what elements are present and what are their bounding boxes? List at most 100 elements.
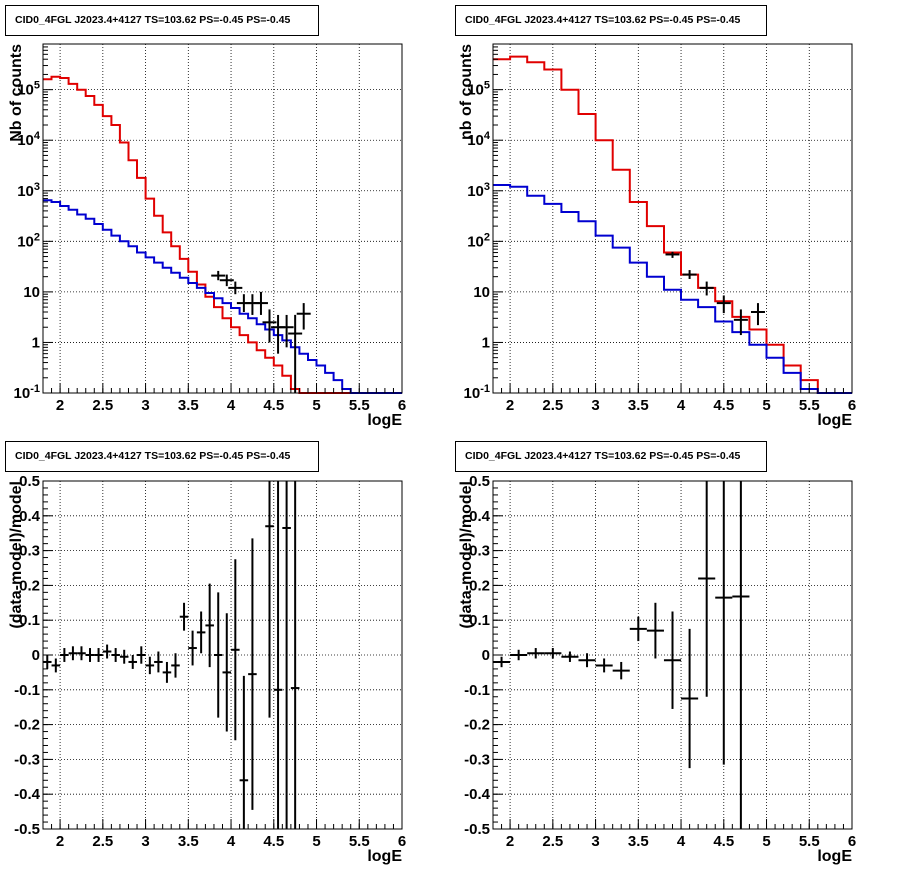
x-tick-label: 2 bbox=[506, 833, 514, 850]
y-axis-label: nb of counts bbox=[458, 44, 475, 140]
residual-point bbox=[128, 655, 138, 669]
y-tick-label: 103 bbox=[467, 181, 490, 200]
residual-point bbox=[51, 658, 61, 673]
x-axis-label: logE bbox=[367, 848, 402, 865]
y-tick-label: 102 bbox=[17, 231, 40, 250]
y-tick-label: -0.1 bbox=[464, 682, 490, 699]
data-point bbox=[665, 251, 680, 258]
data-point bbox=[211, 270, 226, 281]
x-tick-label: 4.5 bbox=[713, 833, 734, 850]
x-tick-label: 4 bbox=[677, 833, 686, 850]
x-tick-label: 5.5 bbox=[799, 833, 820, 850]
residual-point bbox=[119, 649, 129, 664]
y-tick-label: -0.5 bbox=[464, 821, 490, 838]
x-tick-label: 5.5 bbox=[799, 397, 820, 414]
residual-point bbox=[663, 611, 682, 709]
x-tick-label: 2.5 bbox=[542, 833, 563, 850]
y-tick-label: 0.4 bbox=[469, 508, 491, 525]
x-axis-label: logE bbox=[367, 412, 402, 429]
panel-title-box bbox=[455, 5, 767, 36]
data-point bbox=[279, 314, 294, 348]
y-tick-label: 104 bbox=[17, 130, 41, 149]
data-point bbox=[245, 294, 260, 315]
panel-title: CID0_4FGL J2023.4+4127 TS=103.62 PS=-0.4… bbox=[15, 450, 290, 462]
residual-point bbox=[222, 613, 232, 732]
residual-point bbox=[154, 651, 163, 673]
residual-point bbox=[273, 481, 283, 829]
residual-point bbox=[111, 648, 120, 662]
y-tick-label: 10 bbox=[23, 284, 40, 301]
residual-point bbox=[68, 646, 78, 661]
residual-point bbox=[102, 644, 112, 659]
residual-point bbox=[60, 648, 69, 662]
residual-point bbox=[595, 658, 613, 673]
y-tick-label: 0.2 bbox=[469, 577, 490, 594]
y-tick-label: 0.5 bbox=[19, 473, 40, 490]
data-point bbox=[733, 309, 748, 336]
y-axis-label: (data-model)/model bbox=[458, 481, 475, 629]
x-tick-label: 4.5 bbox=[263, 397, 284, 414]
x-tick-label: 3.5 bbox=[178, 397, 199, 414]
residual-point bbox=[213, 592, 223, 718]
panel-title-box bbox=[5, 441, 319, 472]
residual-point bbox=[145, 656, 155, 675]
x-tick-label: 2.5 bbox=[92, 397, 113, 414]
x-tick-label: 2.5 bbox=[542, 397, 563, 414]
y-tick-label: 105 bbox=[17, 80, 40, 99]
residual-point bbox=[646, 602, 664, 659]
y-tick-label: 10-1 bbox=[14, 383, 40, 402]
series-1-line bbox=[493, 184, 852, 394]
x-tick-label: 2 bbox=[506, 397, 514, 414]
panel-p4: CID0_4FGL J2023.4+4127 TS=103.62 PS=-0.4… bbox=[455, 441, 856, 865]
plot-frame bbox=[492, 43, 853, 394]
x-tick-label: 6 bbox=[848, 397, 856, 414]
y-tick-label: -0.3 bbox=[464, 751, 490, 768]
panel-title: CID0_4FGL J2023.4+4127 TS=103.62 PS=-0.4… bbox=[465, 450, 740, 462]
panel-title-box bbox=[455, 441, 767, 472]
y-tick-label: 1 bbox=[32, 334, 40, 351]
residual-point bbox=[231, 559, 240, 741]
x-tick-label: 4 bbox=[677, 397, 686, 414]
x-tick-label: 3 bbox=[591, 397, 599, 414]
y-tick-label: -0.4 bbox=[14, 786, 41, 803]
x-tick-label: 2 bbox=[56, 397, 64, 414]
residual-point bbox=[698, 481, 716, 697]
x-tick-label: 4.5 bbox=[713, 397, 734, 414]
x-tick-label: 4 bbox=[227, 397, 236, 414]
residual-point bbox=[205, 583, 214, 668]
residual-point bbox=[681, 628, 699, 769]
x-tick-label: 4 bbox=[227, 833, 236, 850]
x-tick-label: 3.5 bbox=[628, 397, 649, 414]
y-axis-label: (data-model)/model bbox=[8, 481, 25, 629]
series-0-line bbox=[43, 75, 402, 394]
residual-point bbox=[290, 481, 300, 829]
x-axis-label: logE bbox=[817, 848, 852, 865]
x-tick-label: 4.5 bbox=[263, 833, 284, 850]
y-tick-label: -0.4 bbox=[464, 786, 491, 803]
x-tick-label: 3 bbox=[591, 833, 599, 850]
x-tick-label: 6 bbox=[398, 833, 406, 850]
plot-frame bbox=[42, 43, 403, 394]
residual-point bbox=[248, 538, 257, 810]
data-point bbox=[699, 281, 714, 296]
data-point bbox=[262, 309, 277, 343]
panel-p1: CID0_4FGL J2023.4+4127 TS=103.62 PS=-0.4… bbox=[5, 5, 406, 429]
x-tick-label: 5.5 bbox=[349, 833, 370, 850]
x-tick-label: 3.5 bbox=[178, 833, 199, 850]
x-tick-label: 3.5 bbox=[628, 833, 649, 850]
y-tick-label: 10 bbox=[473, 284, 490, 301]
residual-point bbox=[196, 611, 206, 654]
data-point bbox=[296, 303, 311, 330]
y-tick-label: 1 bbox=[482, 334, 490, 351]
residual-point bbox=[179, 602, 189, 631]
y-tick-label: 0.1 bbox=[19, 612, 40, 629]
residual-point bbox=[188, 630, 197, 666]
residual-point bbox=[629, 616, 647, 642]
x-tick-label: 6 bbox=[398, 397, 406, 414]
y-tick-label: -0.2 bbox=[464, 717, 490, 734]
y-tick-label: 103 bbox=[17, 181, 40, 200]
data-point bbox=[253, 291, 268, 315]
data-point bbox=[228, 281, 243, 295]
x-tick-label: 6 bbox=[848, 833, 856, 850]
y-tick-label: 105 bbox=[467, 80, 490, 99]
